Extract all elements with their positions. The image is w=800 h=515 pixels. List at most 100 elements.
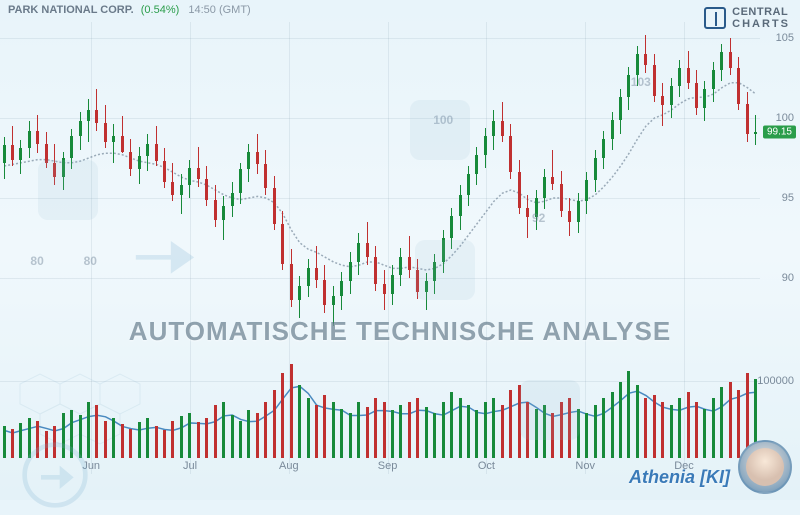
volume-bar [307,398,310,458]
volume-bar [611,392,614,459]
volume-bar [399,405,402,458]
volume-bar [703,409,706,458]
volume-bar [636,385,639,458]
watermark-panel-icon [410,100,470,160]
chart-header: PARK NATIONAL CORP. (0.54%) 14:50 (GMT) [8,4,251,16]
timestamp: 14:50 (GMT) [188,4,250,16]
y-axis-tick: 105 [776,32,794,44]
volume-bar [425,407,428,458]
volume-chart-pane[interactable]: JunJulAugSepOctNovDec100000 [0,342,800,474]
ma-number-label: 80 [84,254,97,268]
volume-bar [112,418,115,458]
volume-bar [214,405,217,458]
gridline [684,342,685,474]
volume-bar [627,371,630,458]
volume-bar [492,398,495,458]
x-axis-tick: Oct [478,460,495,472]
watermark-panel-icon [520,380,580,440]
volume-bar [205,418,208,458]
watermark-arrow-icon [130,220,200,290]
volume-bar [644,398,647,458]
volume-bar [3,426,6,458]
volume-bar [383,402,386,458]
gridline [91,342,92,474]
x-axis-tick: Aug [279,460,299,472]
volume-bar [729,382,732,458]
volume-bar [332,402,335,458]
watermark-title: AUTOMATISCHE TECHNISCHE ANALYSE [0,316,800,347]
logo-text-top: CENTRAL [732,6,788,18]
price-chart-pane[interactable]: 909510010599.15808010092103 [0,22,800,342]
volume-bar [720,387,723,458]
watermark-panel-icon [415,240,475,300]
volume-bar [602,398,605,458]
volume-bar [450,392,453,459]
pct-change: (0.54%) [141,4,180,16]
volume-bar [687,392,690,459]
ma-number-label: 92 [532,211,545,225]
volume-bar [188,413,191,458]
volume-bar [155,426,158,458]
volume-bar [442,402,445,458]
volume-bar [653,395,656,458]
watermark-panel-icon [38,160,98,220]
volume-bar [104,421,107,458]
volume-bar [670,405,673,458]
volume-bar [180,416,183,458]
volume-bar [484,402,487,458]
gridline [486,22,487,342]
ma-number-label: 80 [30,254,43,268]
volume-bar [737,390,740,458]
volume-bar [340,409,343,458]
volume-bar [231,415,234,458]
volume-bar [475,410,478,458]
y-axis-tick: 90 [782,272,794,284]
volume-bar [408,402,411,458]
y-axis-tick: 95 [782,192,794,204]
athenia-avatar-icon[interactable] [738,440,792,494]
volume-bar [11,429,14,458]
volume-bar [459,398,462,458]
current-price-tag: 99.15 [763,125,796,138]
volume-bar [239,421,242,458]
volume-bar [349,413,352,458]
volume-bar [391,410,394,458]
volume-bar [281,373,284,458]
volume-bar [585,413,588,458]
volume-bar [121,424,124,458]
symbol-name: PARK NATIONAL CORP. [8,4,134,16]
volume-bar [146,418,149,458]
volume-bar [129,429,132,458]
volume-bar [509,390,512,458]
volume-bar [619,382,622,458]
volume-bar [171,421,174,458]
x-axis-tick: Jul [183,460,197,472]
volume-bar [264,402,267,458]
volume-bar [374,398,377,458]
volume-bar [323,395,326,458]
volume-bar [366,407,369,458]
volume-y-tick: 100000 [757,375,794,387]
volume-bar [695,402,698,458]
volume-bar [298,385,301,458]
volume-bar [416,398,419,458]
volume-bar [222,402,225,458]
volume-bar [594,405,597,458]
volume-bar [273,390,276,458]
volume-bar [138,422,141,458]
x-axis-tick: Sep [378,460,398,472]
volume-bar [95,405,98,458]
volume-bar [467,405,470,458]
volume-bar [501,405,504,458]
gridline [0,278,760,279]
volume-bar [163,430,166,458]
y-axis-tick: 100 [776,112,794,124]
ma-number-label: 103 [631,75,651,89]
volume-bar [290,364,293,458]
athenia-label: Athenia [KI] [629,467,730,488]
x-axis-tick: Nov [575,460,595,472]
gridline [0,198,760,199]
gridline [0,118,760,119]
volume-bar [712,398,715,458]
volume-bar [247,410,250,458]
